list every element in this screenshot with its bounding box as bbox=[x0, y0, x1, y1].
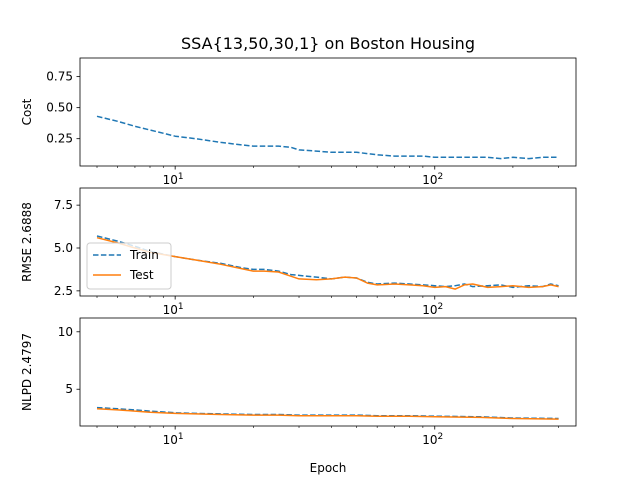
axes-frame bbox=[79, 57, 577, 167]
y-tick-label: 0.50 bbox=[46, 101, 73, 115]
axes-frame bbox=[79, 317, 577, 427]
subplot-1: 101 102 0.25 0.50 0.75 Cost bbox=[20, 57, 577, 187]
y-tick-label: 0.75 bbox=[46, 70, 73, 84]
figure-title: SSA{13,50,30,1} on Boston Housing bbox=[181, 34, 475, 53]
x-tick-label: 101 bbox=[163, 172, 184, 187]
y-tick-label: 10 bbox=[58, 325, 73, 339]
y-tick-label: 5.0 bbox=[54, 241, 73, 255]
x-tick-label: 102 bbox=[422, 302, 443, 317]
axes-frame bbox=[79, 187, 577, 297]
y-tick-label: 7.5 bbox=[54, 198, 73, 212]
y-axis-label: NLPD 2.4797 bbox=[20, 333, 34, 411]
subplot-2: 101 102 2.5 5.0 7.5 RMSE 2.6888 Train Test bbox=[20, 187, 577, 317]
x-tick-label: 101 bbox=[163, 302, 184, 317]
y-axis-label: Cost bbox=[20, 98, 34, 125]
subplots: 101 102 0.25 0.50 0.75 Cost 101 102 2.5 5.0 7.5 RMS… bbox=[20, 57, 577, 447]
legend-box bbox=[86, 242, 172, 290]
x-tick-label: 102 bbox=[422, 432, 443, 447]
x-tick-label: 102 bbox=[422, 172, 443, 187]
series-line-test bbox=[96, 408, 559, 420]
x-tick-label: 101 bbox=[163, 432, 184, 447]
y-tick-label: 2.5 bbox=[54, 284, 73, 298]
x-axis-label: Epoch bbox=[310, 461, 347, 475]
y-axis-label: RMSE 2.6888 bbox=[20, 202, 34, 282]
legend: Train Test bbox=[86, 242, 172, 290]
legend-label-test: Test bbox=[129, 268, 154, 282]
subplot-3: 101 102 5 10 NLPD 2.4797 bbox=[20, 317, 577, 447]
y-tick-label: 0.25 bbox=[46, 132, 73, 146]
series-line-test bbox=[96, 236, 559, 290]
y-tick-label: 5 bbox=[65, 382, 73, 396]
legend-label-train: Train bbox=[129, 248, 159, 262]
